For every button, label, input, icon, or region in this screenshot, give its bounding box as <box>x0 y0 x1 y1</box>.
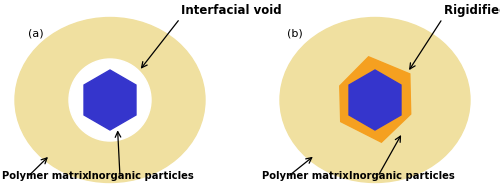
Polygon shape <box>340 57 410 142</box>
Polygon shape <box>349 70 401 130</box>
Text: Polymer matrix: Polymer matrix <box>262 171 349 181</box>
Ellipse shape <box>280 17 470 182</box>
Text: (a): (a) <box>28 28 43 39</box>
Text: Rigidified polymer: Rigidified polymer <box>444 4 500 17</box>
Text: (b): (b) <box>288 28 303 39</box>
Ellipse shape <box>15 17 205 182</box>
Polygon shape <box>84 70 136 130</box>
Text: Polymer matrix: Polymer matrix <box>2 171 89 181</box>
Text: Inorganic particles: Inorganic particles <box>88 171 193 181</box>
Text: Interfacial void: Interfacial void <box>181 4 282 17</box>
Circle shape <box>69 59 151 141</box>
Text: Inorganic particles: Inorganic particles <box>349 171 455 181</box>
